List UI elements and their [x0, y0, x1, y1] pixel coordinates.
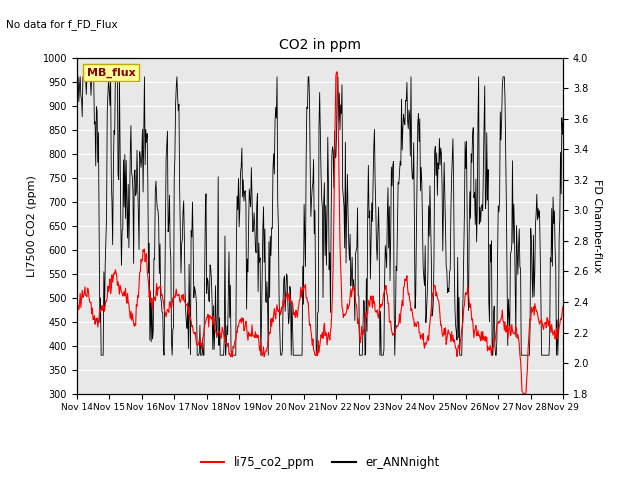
Text: No data for f_FD_Flux: No data for f_FD_Flux — [6, 19, 118, 30]
Title: CO2 in ppm: CO2 in ppm — [279, 38, 361, 52]
Y-axis label: FD Chamber-flux: FD Chamber-flux — [592, 179, 602, 273]
Y-axis label: LI7500 CO2 (ppm): LI7500 CO2 (ppm) — [27, 175, 37, 276]
Text: MB_flux: MB_flux — [86, 68, 135, 78]
Legend: li75_co2_ppm, er_ANNnight: li75_co2_ppm, er_ANNnight — [196, 452, 444, 474]
